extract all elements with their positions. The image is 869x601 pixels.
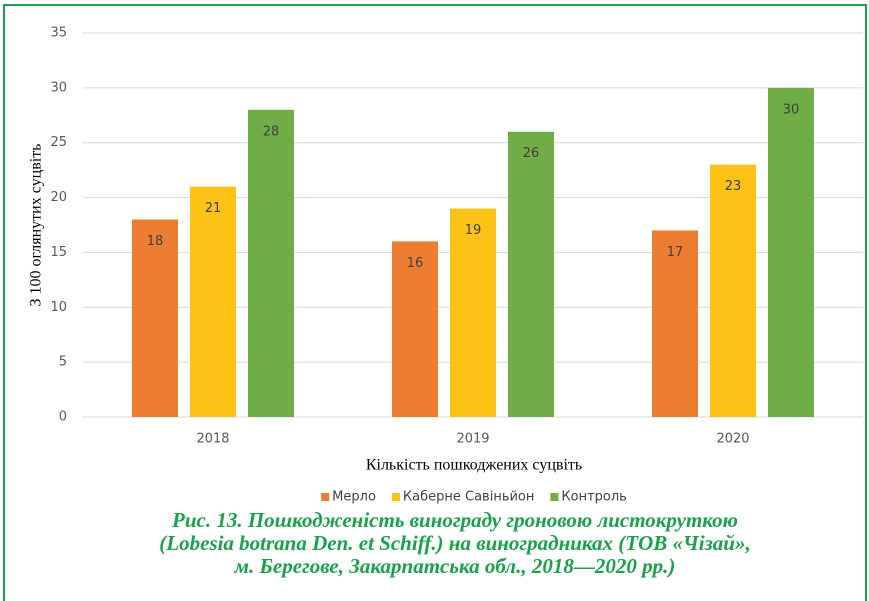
y-tick-label: 30 [50,80,67,95]
y-axis-title: З 100 оглянутих суцвіть [28,144,45,307]
data-label: 28 [263,124,280,139]
caption-line: (Lobesia botrana Den. et Schiff.) на вин… [159,531,750,555]
bar [132,219,178,417]
bar [248,109,294,418]
y-tick-label: 20 [50,190,67,205]
bar [392,241,438,417]
y-tick-label: 35 [50,26,67,41]
bar [190,186,236,417]
y-tick-label: 15 [50,245,67,260]
y-tick-label: 0 [59,410,67,425]
x-tick-label: 2019 [456,432,489,447]
caption-line: Рис. 13. Пошкодженість винограду гроново… [171,508,738,532]
frame [3,4,867,601]
data-label: 26 [523,146,540,161]
bar [508,131,554,417]
legend-swatch [321,493,330,501]
legend-label: Мерло [332,490,376,505]
bar [710,164,756,417]
data-label: 30 [783,102,800,117]
bar [652,230,698,417]
y-tick-label: 10 [50,300,67,315]
data-label: 23 [725,179,742,194]
data-label: 16 [407,256,424,271]
x-tick-label: 2018 [196,432,229,447]
legend-label: Каберне Савіньйон [403,490,534,505]
legend-swatch [550,493,559,501]
data-label: 17 [667,245,684,260]
data-label: 19 [465,223,482,238]
bar [450,208,496,417]
x-tick-label: 2020 [716,432,749,447]
legend-swatch [391,493,400,501]
data-label: 18 [147,234,164,249]
legend-label: Контроль [561,490,626,505]
x-axis-title: Кількість пошкоджених суцвіть [366,457,582,474]
data-label: 21 [205,201,222,216]
caption-line: м. Берегове, Закарпатська обл., 2018—202… [234,554,676,578]
y-tick-label: 5 [59,355,67,370]
y-tick-label: 25 [50,135,67,150]
bar [768,87,814,417]
